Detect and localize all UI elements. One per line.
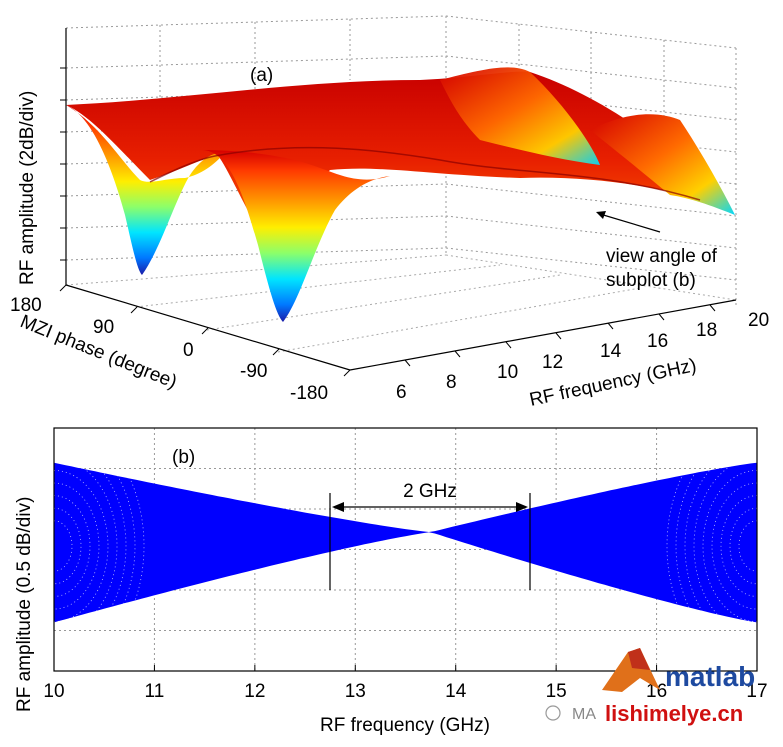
contour-line bbox=[693, 457, 758, 635]
panel-a-surface bbox=[66, 67, 735, 322]
panel-a-label: (a) bbox=[250, 65, 273, 86]
panel-b-y-label: RF amplitude (0.5 dB/div) bbox=[14, 497, 35, 712]
panel-a-freq-ticks bbox=[404, 304, 716, 367]
freq-tick-label: 18 bbox=[696, 320, 717, 341]
contour-line bbox=[729, 507, 758, 585]
contour-line bbox=[720, 495, 758, 597]
freq-tick-label: 10 bbox=[497, 362, 518, 383]
freq-tick-label: 6 bbox=[396, 382, 407, 403]
phase-tick-label: 180 bbox=[10, 295, 42, 316]
matlab-logo-icon bbox=[602, 648, 660, 692]
panel-b: 10 11 12 13 14 15 16 17 2 GHz (b) RF frequency … bbox=[14, 419, 768, 736]
annotation-arrowhead-right bbox=[516, 502, 528, 512]
watermark: matlab MA lishimelye.cn bbox=[545, 648, 755, 726]
x-tick-label: 11 bbox=[145, 681, 165, 702]
freq-tick-label: 16 bbox=[647, 331, 668, 352]
panel-b-band bbox=[54, 462, 757, 623]
watermark-logo-text: matlab bbox=[665, 661, 755, 692]
freq-tick-label: 12 bbox=[542, 352, 563, 373]
annotation-arrowhead-left bbox=[332, 502, 344, 512]
x-tick-label: 17 bbox=[746, 681, 767, 702]
surface-notch-right bbox=[200, 149, 390, 322]
freq-tick-label: 20 bbox=[748, 310, 769, 331]
freq-tick-label: 14 bbox=[600, 341, 622, 362]
contour-line bbox=[738, 520, 758, 572]
view-angle-arrowhead bbox=[596, 211, 606, 219]
surface-ridge-back bbox=[440, 67, 600, 165]
surface-wave-edge bbox=[149, 146, 701, 201]
panel-a-axes-frame bbox=[65, 28, 737, 371]
contour-line bbox=[666, 419, 758, 673]
wechat-icon bbox=[545, 705, 561, 721]
panel-b-contours bbox=[53, 419, 758, 673]
x-tick-label: 14 bbox=[445, 681, 467, 702]
panel-b-label: (b) bbox=[172, 447, 195, 468]
contour-line bbox=[53, 520, 73, 572]
panel-b-ticks: 10 11 12 13 14 15 16 17 bbox=[43, 665, 768, 702]
contour-line bbox=[53, 419, 145, 673]
x-tick-label: 12 bbox=[244, 681, 265, 702]
freq-tick-label: 8 bbox=[446, 372, 457, 393]
surface-notch-left bbox=[66, 105, 225, 275]
panel-b-x-label: RF frequency (GHz) bbox=[320, 715, 490, 736]
matlab-logo-icon-shade bbox=[628, 648, 650, 670]
view-angle-annotation-line2: subplot (b) bbox=[606, 270, 696, 291]
contour-line bbox=[53, 495, 91, 597]
panel-a-phase-tick-labels: 180 90 0 -90 -180 bbox=[10, 295, 328, 404]
view-angle-arrow bbox=[599, 213, 661, 233]
phase-tick-label: -90 bbox=[240, 361, 267, 382]
phase-tick-label: 90 bbox=[93, 317, 114, 338]
panel-a-phase-ticks bbox=[59, 284, 351, 377]
phase-tick-label: -180 bbox=[290, 383, 328, 404]
phase-tick-label: 0 bbox=[183, 340, 194, 361]
x-tick-label: 15 bbox=[546, 681, 567, 702]
contour-line bbox=[53, 444, 127, 648]
annotation-label: 2 GHz bbox=[403, 481, 457, 502]
contour-line bbox=[53, 507, 82, 585]
panel-a-freq-tick-labels: 6 8 10 12 14 16 18 20 bbox=[396, 310, 769, 403]
watermark-prefix: MA bbox=[572, 706, 596, 723]
view-angle-annotation-line1: view angle of bbox=[606, 246, 718, 267]
x-tick-label: 16 bbox=[646, 681, 667, 702]
contour-line bbox=[53, 457, 118, 635]
panel-a-z-label: RF amplitude (2dB/div) bbox=[17, 91, 38, 285]
x-tick-label: 13 bbox=[345, 681, 366, 702]
panel-a-z-ticks bbox=[60, 67, 66, 261]
x-tick-label: 10 bbox=[43, 681, 64, 702]
surface-ridge-front bbox=[590, 114, 735, 215]
contour-line bbox=[684, 444, 758, 648]
watermark-site-text: lishimelye.cn bbox=[605, 701, 743, 726]
panel-b-frame bbox=[53, 427, 758, 672]
view-angle-annotation: view angle of subplot (b) bbox=[606, 246, 722, 291]
panel-a-floor-grid bbox=[65, 254, 737, 353]
panel-a: 180 90 0 -90 -180 6 8 10 12 14 16 18 20 bbox=[10, 15, 769, 411]
